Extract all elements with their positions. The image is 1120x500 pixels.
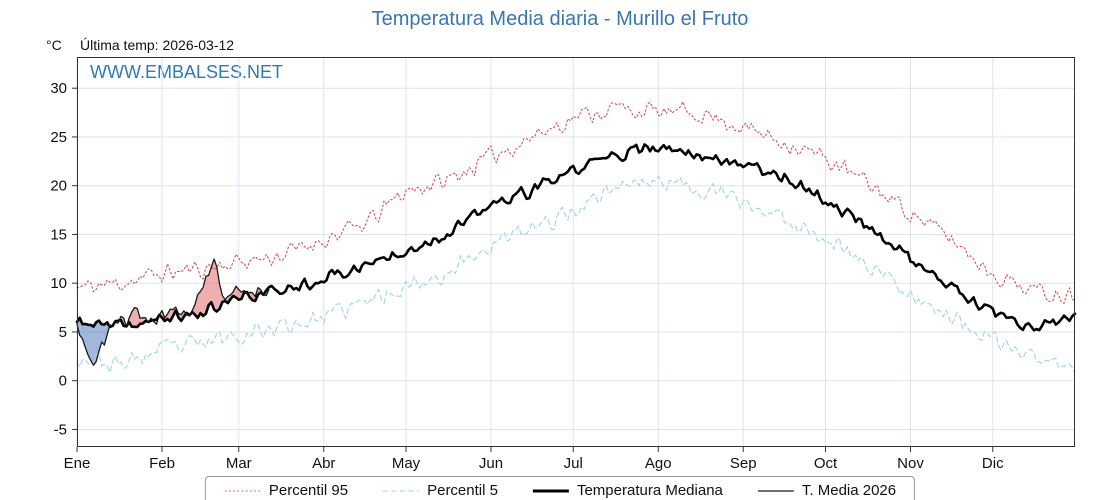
plot-border	[77, 57, 1075, 447]
fill-above-median	[109, 259, 264, 328]
chart-legend: Percentil 95 Percentil 5 Temperatura Media…	[204, 476, 916, 500]
series-line-4	[76, 258, 270, 366]
x-tick-label: Jun	[479, 455, 503, 472]
y-tick-label: 0	[59, 373, 67, 390]
last-temp-label: Última temp: 2026-03-12	[80, 37, 235, 53]
x-tick-label: Dic	[982, 455, 1004, 472]
page-title: Temperatura Media diaria - Murillo el Fr…	[371, 8, 749, 30]
y-unit-label: °C	[46, 37, 62, 53]
x-tick-label: Jul	[564, 455, 583, 472]
legend-item-label: Percentil 95	[268, 482, 349, 499]
x-tick-label: May	[392, 455, 421, 472]
legend-item-label: Percentil 5	[427, 482, 498, 499]
y-tick-label: 15	[50, 226, 67, 243]
legend-swatch-icon	[757, 489, 794, 492]
legend-swatch-icon	[224, 489, 261, 492]
legend-swatch-icon	[383, 489, 420, 492]
series-line-2	[76, 175, 1076, 374]
y-tick-label: 30	[50, 80, 67, 97]
legend-item-3: Temperatura Mediana	[532, 482, 723, 499]
y-tick-label: 25	[50, 129, 67, 146]
x-tick-label: Sep	[730, 455, 757, 472]
y-tick-label: 10	[50, 275, 67, 292]
y-tick-label: -5	[54, 421, 67, 438]
x-tick-label: Nov	[897, 455, 924, 472]
chart-canvas: Ene Feb Mar Abr May Jun Jul Ago Sep Oct Nov Dic -5 0 5…	[50, 57, 1077, 472]
legend-item-1: Percentil 95	[224, 482, 348, 499]
legend-item-label: Temperatura Mediana	[576, 482, 723, 499]
series-line-1	[76, 101, 1076, 304]
series-line-3	[75, 143, 1077, 332]
y-tick-label: 5	[59, 324, 67, 341]
legend-item-label: T. Media 2026	[801, 482, 897, 499]
x-tick-label: Abr	[312, 455, 335, 472]
x-tick-label: Ene	[64, 455, 91, 472]
legend-swatch-icon	[532, 489, 569, 492]
x-tick-label: Feb	[149, 455, 175, 472]
x-tick-label: Mar	[226, 455, 252, 472]
x-tick-label: Ago	[645, 455, 672, 472]
fill-below-median	[77, 287, 269, 366]
y-tick-label: 20	[50, 178, 67, 195]
watermark-text: WWW.EMBALSES.NET	[90, 62, 284, 82]
legend-item-2: Percentil 5	[382, 482, 498, 499]
legend-item-4: T. Media 2026	[757, 482, 896, 499]
x-tick-label: Oct	[814, 455, 838, 472]
